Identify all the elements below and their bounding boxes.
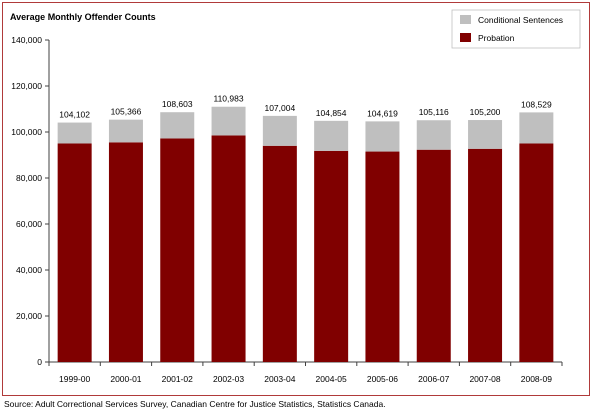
x-tick-label: 2008-09: [521, 374, 552, 384]
y-tick-label: 120,000: [11, 81, 42, 91]
bar-probation: [211, 135, 246, 362]
x-tick-label: 2001-02: [162, 374, 193, 384]
legend-swatch: [460, 15, 471, 24]
y-tick-label: 40,000: [16, 265, 42, 275]
x-tick-label: 2005-06: [367, 374, 398, 384]
total-data-label: 105,366: [111, 107, 142, 117]
bar-conditional-sentences: [57, 122, 92, 144]
total-data-label: 108,529: [521, 99, 552, 109]
bar-probation: [262, 145, 297, 362]
legend-label: Conditional Sentences: [478, 15, 563, 25]
bar-conditional-sentences: [468, 120, 503, 149]
x-tick-label: 2007-08: [469, 374, 500, 384]
y-tick-label: 60,000: [16, 219, 42, 229]
total-data-label: 104,854: [316, 108, 347, 118]
total-data-label: 107,004: [264, 103, 295, 113]
legend: Conditional Sentences Probation: [451, 9, 581, 49]
x-tick-label: 1999-00: [59, 374, 90, 384]
x-tick-label: 2006-07: [418, 374, 449, 384]
bar-probation: [519, 143, 554, 362]
total-data-label: 110,983: [213, 94, 243, 104]
bar-conditional-sentences: [416, 120, 451, 150]
bar-conditional-sentences: [211, 106, 246, 136]
legend-box: [451, 9, 581, 49]
plot-area: 0 20,000 40,000 60,000 80,000 100,000 120,000 1…: [11, 35, 563, 384]
total-data-label: 105,200: [470, 107, 501, 117]
x-tick-label: 2004-05: [316, 374, 347, 384]
y-tick-label: 140,000: [11, 35, 42, 45]
total-data-label: 104,102: [59, 110, 90, 120]
bar-probation: [160, 138, 195, 362]
chart-title: Average Monthly Offender Counts: [10, 12, 156, 22]
bar-conditional-sentences: [519, 112, 554, 144]
x-tick-label: 2002-03: [213, 374, 244, 384]
bar-probation: [57, 143, 92, 362]
legend-swatch: [460, 33, 471, 42]
bar-conditional-sentences: [314, 120, 349, 151]
bar-conditional-sentences: [365, 121, 400, 152]
legend-label: Probation: [478, 33, 515, 43]
bar-probation: [468, 148, 503, 362]
bar-conditional-sentences: [262, 115, 297, 146]
y-tick-label: 80,000: [16, 173, 42, 183]
y-tick-label: 0: [37, 357, 42, 367]
y-tick-label: 20,000: [16, 311, 42, 321]
bar-probation: [108, 142, 143, 362]
total-data-label: 104,619: [367, 108, 398, 118]
bar-probation: [314, 150, 349, 362]
bar-probation: [365, 151, 400, 362]
bar-conditional-sentences: [108, 119, 143, 143]
x-tick-label: 2000-01: [110, 374, 141, 384]
bar-conditional-sentences: [160, 112, 195, 139]
chart: Average Monthly Offender Counts 0 20,000 4…: [10, 9, 581, 384]
source-note: Source: Adult Correctional Services Surv…: [4, 399, 386, 409]
total-data-label: 108,603: [162, 99, 193, 109]
x-tick-label: 2003-04: [264, 374, 295, 384]
y-tick-label: 100,000: [11, 127, 42, 137]
bar-probation: [416, 149, 451, 362]
total-data-label: 105,116: [419, 107, 449, 117]
